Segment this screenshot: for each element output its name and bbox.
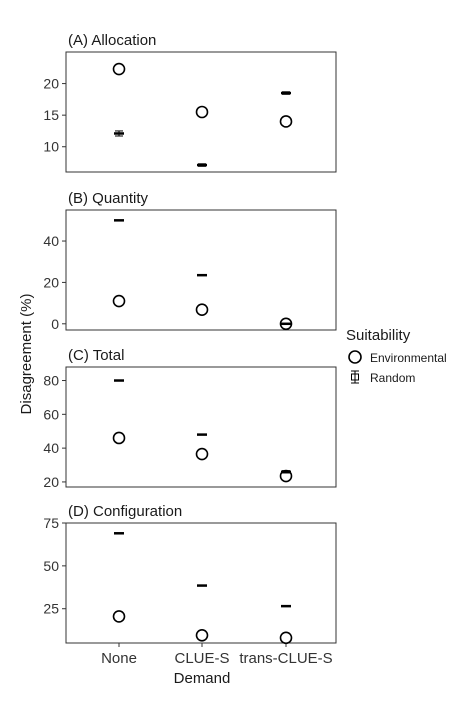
y-tick-label: 25 [43, 601, 59, 617]
legend: Suitability Environmental Random [346, 327, 447, 385]
environmental-point-none [112, 431, 126, 445]
x-tick-label-none: None [101, 650, 137, 667]
environmental-point-trans-clue-s [279, 631, 293, 645]
panel-title: (B) Quantity [68, 190, 149, 207]
panel-frame [65, 209, 337, 331]
panel-title: (A) Allocation [68, 32, 156, 49]
panel-c-total: (C) Total 20 40 60 80 [43, 347, 337, 490]
y-tick-label: 75 [43, 515, 59, 531]
y-tick-label: 10 [43, 139, 59, 155]
y-tick-label: 20 [43, 474, 59, 490]
x-tick-label-clue-s: CLUE-S [174, 650, 229, 667]
environmental-point-trans-clue-s [279, 469, 293, 483]
y-tick-label: 20 [43, 274, 59, 290]
legend-label-random: Random [370, 371, 415, 385]
panel-frame [65, 366, 337, 488]
legend-key-random [351, 370, 359, 384]
environmental-point-trans-clue-s [279, 317, 293, 331]
y-axis-title: Disagreement (%) [18, 294, 35, 415]
y-tick-label: 15 [43, 107, 59, 123]
environmental-point-none [112, 62, 126, 76]
panel-title: (C) Total [68, 347, 124, 364]
y-tick-label: 40 [43, 233, 59, 249]
environmental-point-none [112, 294, 126, 308]
y-tick-label: 50 [43, 558, 59, 574]
panel-b-quantity: (B) Quantity 0 20 40 [43, 190, 337, 332]
legend-label-environmental: Environmental [370, 351, 447, 365]
panel-title: (D) Configuration [68, 503, 182, 520]
environmental-point-clue-s [195, 447, 209, 461]
x-axis-title: Demand [174, 670, 231, 687]
y-tick-label: 20 [43, 76, 59, 92]
environmental-point-trans-clue-s [279, 115, 293, 128]
panel-d-configuration: (D) Configuration 25 50 75 None CLUE-S trans-C… [43, 503, 337, 667]
y-tick-label: 0 [51, 316, 59, 332]
y-tick-label: 40 [43, 440, 59, 456]
panel-a-allocation: (A) Allocation 10 15 20 [43, 32, 337, 173]
y-tick-label: 80 [43, 373, 59, 389]
environmental-point-clue-s [195, 303, 209, 317]
y-tick-label: 60 [43, 406, 59, 422]
environmental-point-clue-s [195, 628, 209, 642]
x-tick-label-trans-clue-s: trans-CLUE-S [239, 650, 332, 667]
legend-key-environmental [348, 350, 362, 364]
environmental-point-clue-s [195, 105, 209, 119]
panel-frame [65, 522, 337, 644]
panel-frame [65, 51, 337, 173]
legend-title: Suitability [346, 327, 411, 344]
environmental-point-none [112, 610, 126, 623]
